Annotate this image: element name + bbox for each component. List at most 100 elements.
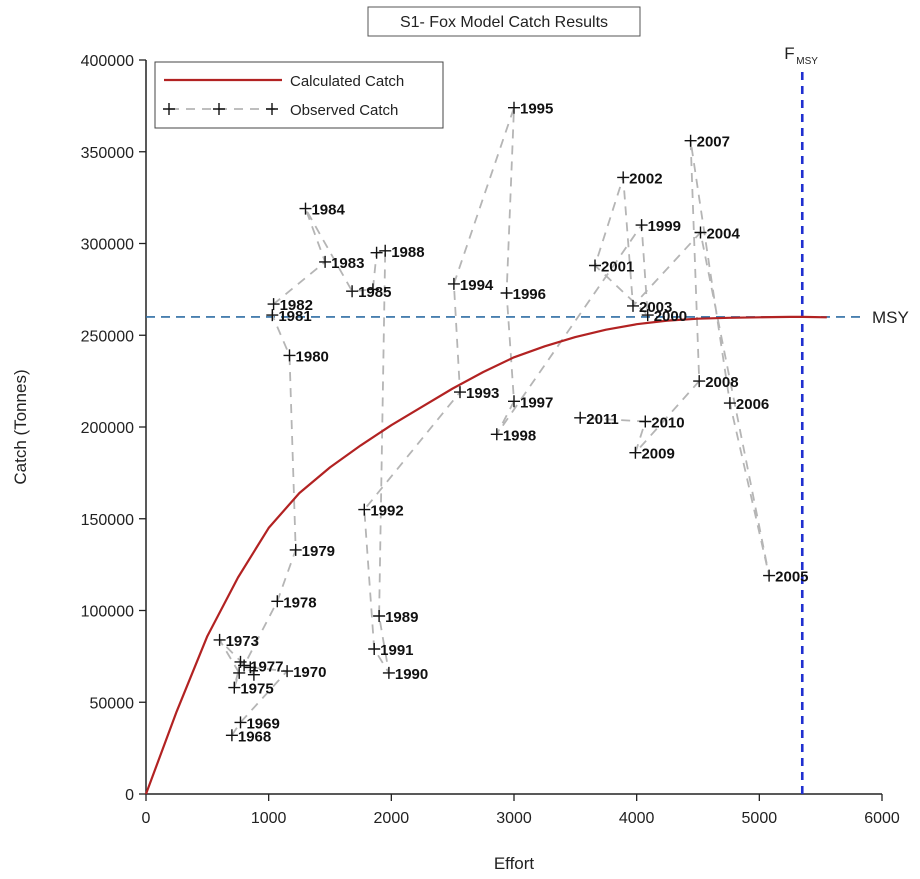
observed-catch-line bbox=[218, 106, 770, 736]
observed-point-1992 bbox=[358, 503, 371, 516]
observed-point-1995 bbox=[508, 101, 520, 114]
observed-point-2008 bbox=[693, 375, 706, 388]
observed-point-1983 bbox=[319, 255, 332, 268]
year-label-2004: 2004 bbox=[706, 225, 740, 242]
observed-point-1997 bbox=[508, 395, 520, 408]
observed-point-2007 bbox=[684, 134, 697, 147]
year-label-1975: 1975 bbox=[240, 681, 273, 698]
year-label-2011: 2011 bbox=[586, 411, 619, 428]
legend-observed-markers bbox=[163, 103, 278, 115]
legend-observed-label: Observed Catch bbox=[290, 102, 398, 119]
fmsy-label: F bbox=[784, 44, 794, 63]
year-label-1968: 1968 bbox=[238, 728, 271, 745]
year-label-2005: 2005 bbox=[775, 569, 808, 586]
year-label-1988: 1988 bbox=[391, 244, 424, 261]
year-label-2008: 2008 bbox=[705, 374, 738, 391]
observed-point-1991 bbox=[368, 643, 381, 655]
x-tick-label: 4000 bbox=[619, 810, 655, 827]
y-tick-label: 250000 bbox=[81, 328, 134, 345]
observed-point-1973 bbox=[213, 633, 226, 646]
y-tick-label: 300000 bbox=[81, 237, 134, 254]
observed-point-1994 bbox=[447, 277, 460, 290]
year-label-1983: 1983 bbox=[331, 255, 364, 272]
chart-title-box: S1- Fox Model Catch Results bbox=[367, 6, 641, 37]
year-label-1996: 1996 bbox=[513, 286, 546, 303]
x-tick-label: 1000 bbox=[251, 810, 287, 827]
year-label-1979: 1979 bbox=[302, 543, 335, 560]
observed-point-1989 bbox=[373, 610, 386, 622]
year-label-2003: 2003 bbox=[639, 299, 672, 316]
year-label-2010: 2010 bbox=[651, 414, 684, 431]
year-label-1984: 1984 bbox=[311, 202, 345, 219]
observed-point-2003 bbox=[627, 299, 639, 312]
year-label-1978: 1978 bbox=[283, 594, 316, 611]
year-label-1969: 1969 bbox=[246, 715, 279, 732]
observed-point-1986 bbox=[366, 283, 379, 296]
year-label-1989: 1989 bbox=[385, 609, 418, 626]
observed-point-1998 bbox=[490, 428, 503, 441]
observed-point-1980 bbox=[283, 349, 296, 362]
observed-point-1972 bbox=[247, 668, 260, 681]
observed-point-2001 bbox=[589, 259, 601, 272]
year-label-1995: 1995 bbox=[520, 101, 553, 118]
year-label-2009: 2009 bbox=[641, 446, 674, 463]
observed-point-2009 bbox=[629, 446, 642, 459]
y-tick-label: 200000 bbox=[81, 420, 134, 437]
observed-point-2000 bbox=[641, 309, 654, 322]
year-label-1980: 1980 bbox=[296, 348, 329, 365]
y-tick-label: 350000 bbox=[81, 145, 134, 162]
y-tick-label: 50000 bbox=[90, 695, 135, 712]
observed-point-1990 bbox=[382, 666, 395, 679]
year-label-2002: 2002 bbox=[629, 170, 662, 187]
legend-calculated-label: Calculated Catch bbox=[290, 73, 404, 90]
axes: 0 1000 2000 3000 4000 5000 6000 0 50000 100000 15… bbox=[81, 53, 900, 827]
observed-point-1971 bbox=[244, 661, 257, 674]
chart-title: S1- Fox Model Catch Results bbox=[400, 14, 608, 31]
year-label-2000: 2000 bbox=[654, 308, 687, 325]
year-label-1998: 1998 bbox=[503, 427, 536, 444]
observed-point-1981 bbox=[266, 309, 279, 322]
observed-point-1977 bbox=[238, 659, 251, 672]
y-tick-label: 150000 bbox=[81, 512, 134, 529]
year-label-1997: 1997 bbox=[520, 394, 553, 411]
x-tick-label: 6000 bbox=[864, 810, 900, 827]
x-axis-title: Effort bbox=[494, 854, 535, 873]
year-label-1985: 1985 bbox=[358, 284, 391, 301]
y-tick-label: 400000 bbox=[81, 53, 134, 70]
observed-point-2002 bbox=[617, 171, 630, 184]
year-label-1981: 1981 bbox=[278, 308, 311, 325]
observed-point-1970 bbox=[281, 665, 294, 678]
observed-point-2005 bbox=[763, 569, 776, 582]
observed-point-1968 bbox=[225, 729, 238, 742]
observed-point-1988 bbox=[379, 244, 392, 257]
observed-catch-path bbox=[218, 106, 770, 736]
year-label-1992: 1992 bbox=[370, 503, 403, 520]
observed-point-1975 bbox=[228, 681, 241, 694]
x-tick-label: 0 bbox=[142, 810, 151, 827]
year-label-2001: 2001 bbox=[601, 259, 634, 276]
x-ticks: 0 1000 2000 3000 4000 5000 6000 bbox=[142, 794, 900, 827]
year-label-1994: 1994 bbox=[460, 277, 494, 294]
year-label-1970: 1970 bbox=[293, 664, 326, 681]
y-tick-label: 100000 bbox=[81, 604, 134, 621]
year-label-1990: 1990 bbox=[395, 666, 428, 683]
calculated-catch-line bbox=[144, 315, 827, 795]
observed-point-1987 bbox=[370, 246, 383, 259]
year-label-1973: 1973 bbox=[226, 633, 259, 650]
observed-point-1978 bbox=[271, 595, 284, 608]
observed-point-1999 bbox=[635, 219, 648, 232]
y-ticks: 0 50000 100000 150000 200000 250000 300000 3500… bbox=[81, 53, 146, 804]
year-label-2006: 2006 bbox=[736, 396, 769, 413]
observed-catch-markers bbox=[213, 101, 776, 742]
year-label-1982: 1982 bbox=[280, 297, 313, 314]
year-label-2007: 2007 bbox=[697, 134, 730, 151]
year-label-1977: 1977 bbox=[250, 659, 283, 676]
observed-point-1996 bbox=[500, 287, 513, 299]
observed-point-1982 bbox=[267, 298, 280, 311]
year-label-1991: 1991 bbox=[380, 642, 413, 659]
observed-point-1979 bbox=[289, 543, 302, 556]
observed-point-1985 bbox=[346, 285, 359, 298]
